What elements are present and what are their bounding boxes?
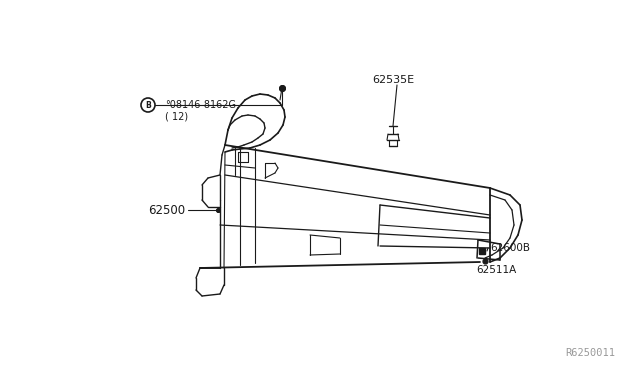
Text: R6250011: R6250011 (565, 348, 615, 358)
Text: B: B (145, 100, 151, 109)
Text: 62535E: 62535E (372, 75, 414, 85)
Text: 62500: 62500 (148, 203, 185, 217)
Text: °08146-8162G
( 12): °08146-8162G ( 12) (165, 100, 236, 122)
Text: 62600B: 62600B (490, 243, 530, 253)
Text: 62511A: 62511A (476, 265, 516, 275)
